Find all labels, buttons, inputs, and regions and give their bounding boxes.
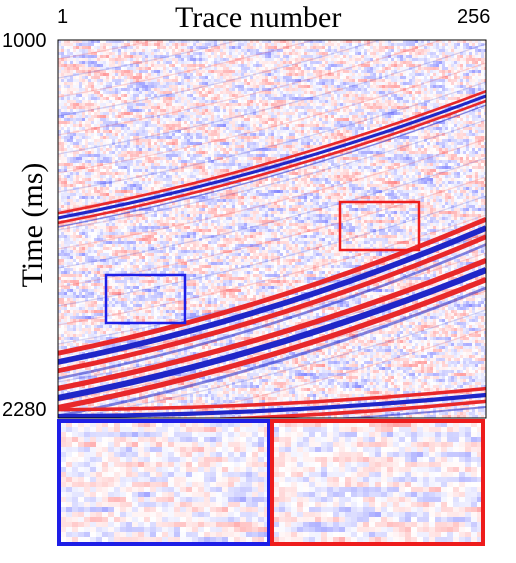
y-axis-title: Time (ms) — [16, 162, 49, 288]
x-tick-max: 256 — [457, 6, 491, 28]
blue-inset-frame — [57, 419, 271, 546]
red-zoom-inset — [273, 422, 482, 543]
x-tick-min: 1 — [57, 6, 69, 28]
red-inset-frame — [270, 419, 485, 546]
blue-zoom-inset — [60, 422, 268, 543]
blue-region-box — [104, 273, 187, 325]
y-tick-max: 2280 — [2, 399, 47, 421]
x-axis-title: Trace number — [175, 1, 342, 34]
main-panel-frame — [57, 39, 487, 419]
y-tick-min: 1000 — [2, 30, 47, 52]
red-region-box — [338, 200, 421, 252]
